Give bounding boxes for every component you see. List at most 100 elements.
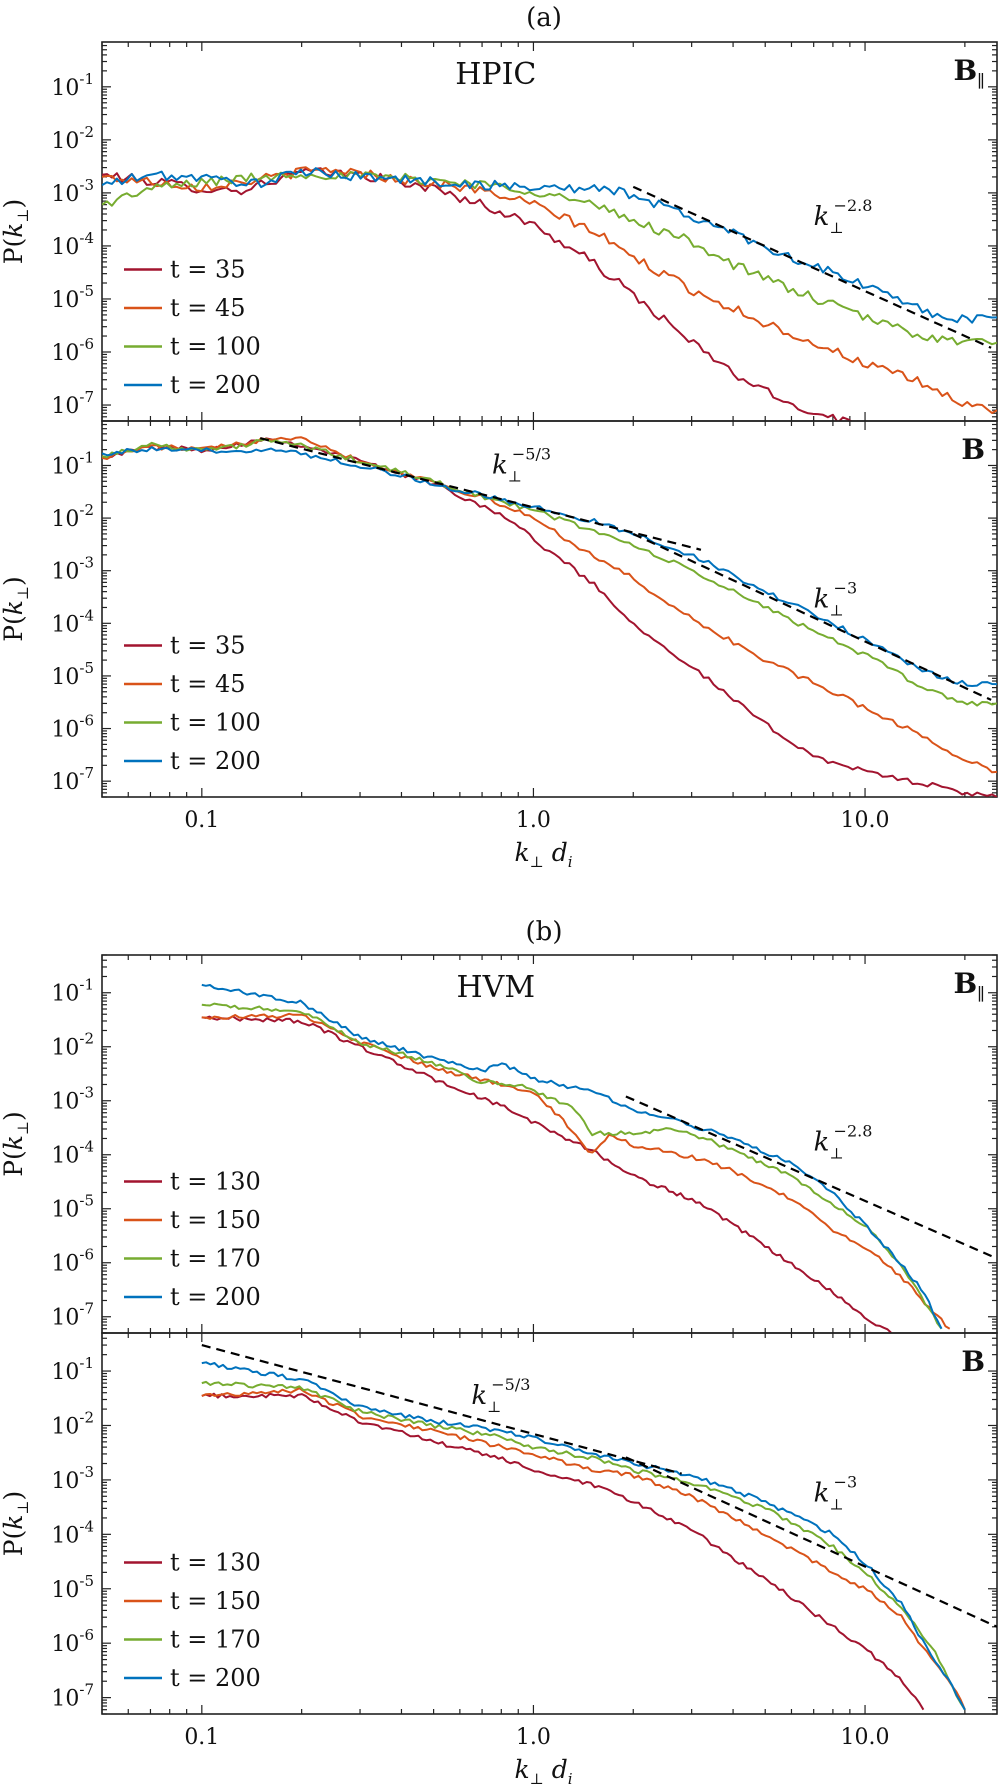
x-tick-label: 1.0 (516, 808, 551, 833)
y-axis-label: P(k⊥) (0, 576, 32, 642)
series-line-150 (201, 1012, 951, 1330)
field-label: B∥ (953, 967, 985, 1005)
chart-b-top: 10-1 10-2 10-3 10-4 10-5 10-6 10-7 P(k⊥) HVM B∥ k⊥… (0, 954, 998, 1334)
y-axis-label: P(k⊥) (0, 199, 32, 265)
legend-label: t = 45 (170, 670, 246, 698)
y-tick-label: 10-7 (51, 1681, 94, 1712)
y-tick-label: 10-6 (51, 1626, 94, 1657)
axes-frame (101, 954, 998, 1334)
legend-label: t = 130 (170, 1549, 261, 1577)
model-label: HPIC (455, 57, 536, 92)
y-tick-label: 10-2 (51, 1030, 94, 1061)
power-law-guide-1 (632, 185, 992, 349)
series-line-170 (201, 1380, 966, 1711)
power-law-annotation: k⊥−2.8 (814, 196, 873, 237)
series-line-100 (102, 171, 997, 346)
series-line-45 (102, 436, 997, 774)
legend-label: t = 150 (170, 1206, 261, 1234)
power-law-annotation: k⊥−2.8 (814, 1121, 873, 1162)
power-law-annotation: k⊥−5/3 (492, 445, 551, 486)
y-tick-label: 10-1 (51, 1354, 94, 1385)
y-tick-label: 10-1 (51, 976, 94, 1007)
y-tick-label: 10-4 (51, 1517, 94, 1548)
legend-label: t = 35 (170, 256, 246, 284)
y-tick-label: 10-6 (51, 335, 94, 366)
power-law-guide-2 (625, 1456, 997, 1628)
x-tick-label: 0.1 (184, 1725, 219, 1750)
power-law-guide-1 (201, 1344, 682, 1475)
series-line-150 (201, 1387, 966, 1711)
y-tick-label: 10-7 (51, 388, 94, 419)
y-axis-label: P(k⊥) (0, 1111, 32, 1177)
legend-label: t = 170 (170, 1626, 261, 1654)
legend-label: t = 200 (170, 371, 261, 399)
plots-container: 10-1 10-2 10-3 10-4 10-5 10-6 10-7 P(k⊥) HPIC B∥ k… (0, 41, 998, 1788)
power-law-guide-1 (625, 1095, 997, 1260)
series-line-130 (201, 1392, 925, 1711)
panel-b-title: (b) (526, 917, 563, 947)
y-axis-label: P(k⊥) (0, 1491, 32, 1557)
series-group (201, 1344, 997, 1711)
series-group (102, 166, 997, 421)
y-tick-label: 10-6 (51, 712, 94, 743)
y-tick-label: 10-2 (51, 123, 94, 154)
power-law-annotation: k⊥−3 (814, 578, 857, 619)
field-label: B (961, 1345, 985, 1378)
series-line-45 (102, 166, 997, 414)
y-tick-label: 10-5 (51, 282, 94, 313)
legend-label: t = 200 (170, 1664, 261, 1692)
series-line-130 (201, 1015, 892, 1333)
series-line-200 (102, 446, 997, 687)
y-tick-label: 10-5 (51, 1192, 94, 1223)
series-line-35 (102, 437, 997, 797)
y-tick-label: 10-6 (51, 1246, 94, 1277)
model-label: HVM (457, 970, 536, 1005)
chart-b-bottom: 10-1 10-2 10-3 10-4 10-5 10-6 10-7 0.1 1.0 10.0 P(… (0, 1332, 998, 1788)
legend-label: t = 150 (170, 1587, 261, 1615)
y-tick-label: 10-5 (51, 1572, 94, 1603)
x-tick-label: 10.0 (841, 808, 890, 833)
x-axis-label: k⊥ di (514, 1755, 572, 1788)
field-label: B (961, 433, 985, 466)
y-tick-label: 10-1 (51, 70, 94, 101)
legend-label: t = 200 (170, 747, 261, 775)
legend-label: t = 100 (170, 333, 261, 361)
y-tick-label: 10-7 (51, 1300, 94, 1331)
chart-a-bottom: 10-1 10-2 10-3 10-4 10-5 10-6 10-7 0.1 1.0 10.0 P(… (0, 420, 998, 871)
series-line-35 (102, 167, 859, 421)
series-line-200 (102, 167, 997, 324)
series-group (102, 436, 997, 797)
y-tick-label: 10-4 (51, 229, 94, 260)
power-law-guide-2 (632, 532, 992, 701)
panel-a-title: (a) (526, 3, 562, 33)
power-law-annotation: k⊥−3 (814, 1473, 857, 1514)
y-tick-label: 10-1 (51, 448, 94, 479)
axes-frame (101, 1332, 998, 1715)
x-tick-label: 0.1 (184, 808, 219, 833)
legend-label: t = 200 (170, 1283, 261, 1311)
series-line-100 (102, 437, 997, 707)
legend-label: t = 130 (170, 1168, 261, 1196)
axes-frame (101, 420, 998, 798)
y-tick-label: 10-3 (51, 1463, 94, 1494)
y-tick-label: 10-3 (51, 176, 94, 207)
y-tick-label: 10-2 (51, 1408, 94, 1439)
y-tick-label: 10-4 (51, 1138, 94, 1169)
series-line-170 (201, 1002, 943, 1330)
legend-label: t = 100 (170, 709, 261, 737)
series-group (201, 983, 997, 1333)
y-tick-label: 10-5 (51, 659, 94, 690)
field-label: B∥ (953, 54, 985, 92)
legend-label: t = 170 (170, 1245, 261, 1273)
power-law-annotation: k⊥−5/3 (471, 1375, 530, 1416)
legend-label: t = 35 (170, 632, 246, 660)
y-tick-label: 10-3 (51, 554, 94, 585)
y-tick-label: 10-7 (51, 764, 94, 795)
x-tick-label: 10.0 (841, 1725, 890, 1750)
series-line-200 (201, 1361, 966, 1711)
chart-a-top: 10-1 10-2 10-3 10-4 10-5 10-6 10-7 P(k⊥) HPIC B∥ k… (0, 41, 998, 422)
legend-label: t = 45 (170, 294, 246, 322)
y-tick-label: 10-2 (51, 501, 94, 532)
x-tick-label: 1.0 (516, 1725, 551, 1750)
